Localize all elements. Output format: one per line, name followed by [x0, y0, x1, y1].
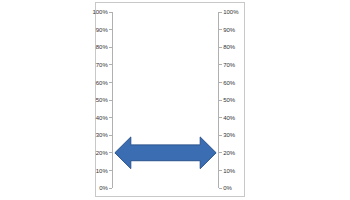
- svg-text:50%: 50%: [223, 97, 236, 103]
- svg-text:60%: 60%: [96, 80, 109, 86]
- svg-text:70%: 70%: [223, 62, 236, 68]
- svg-text:10%: 10%: [96, 168, 109, 174]
- svg-text:90%: 90%: [223, 27, 236, 33]
- svg-text:40%: 40%: [223, 115, 236, 121]
- svg-text:50%: 50%: [96, 97, 109, 103]
- svg-text:70%: 70%: [96, 62, 109, 68]
- svg-text:60%: 60%: [223, 80, 236, 86]
- svg-text:80%: 80%: [96, 44, 109, 50]
- svg-text:0%: 0%: [223, 185, 232, 191]
- svg-text:20%: 20%: [223, 150, 236, 156]
- svg-text:10%: 10%: [223, 168, 236, 174]
- svg-text:30%: 30%: [223, 132, 236, 138]
- svg-text:90%: 90%: [96, 27, 109, 33]
- svg-text:100%: 100%: [92, 9, 108, 15]
- svg-text:30%: 30%: [96, 132, 109, 138]
- svg-text:40%: 40%: [96, 115, 109, 121]
- svg-text:0%: 0%: [99, 185, 108, 191]
- svg-text:20%: 20%: [96, 150, 109, 156]
- svg-text:80%: 80%: [223, 44, 236, 50]
- svg-text:100%: 100%: [223, 9, 239, 15]
